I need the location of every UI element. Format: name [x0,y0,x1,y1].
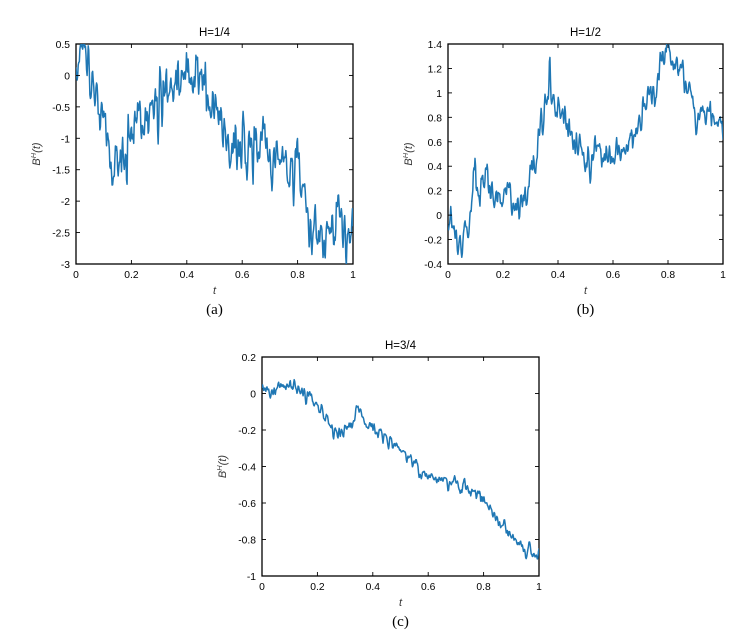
svg-text:0.4: 0.4 [366,582,381,593]
svg-text:0.8: 0.8 [428,113,443,124]
svg-text:1: 1 [720,270,726,281]
svg-text:0.8: 0.8 [290,270,305,281]
svg-text:0.4: 0.4 [180,270,195,281]
svg-text:-1.5: -1.5 [52,166,70,177]
svg-text:1.4: 1.4 [428,40,443,51]
svg-text:0.2: 0.2 [496,270,511,281]
svg-text:0.6: 0.6 [235,270,250,281]
svg-text:0.6: 0.6 [428,138,443,149]
svg-text:0.8: 0.8 [661,270,676,281]
svg-text:1.2: 1.2 [428,64,443,75]
svg-text:1: 1 [536,582,542,593]
svg-text:0: 0 [259,582,265,593]
svg-text:-1: -1 [247,572,256,583]
svg-text:H=3/4: H=3/4 [385,340,417,352]
svg-text:-0.2: -0.2 [424,236,442,247]
svg-text:(c): (c) [392,614,409,630]
svg-text:0.6: 0.6 [421,582,436,593]
svg-text:H=1/2: H=1/2 [570,27,601,39]
svg-text:0: 0 [64,71,70,82]
svg-text:0.8: 0.8 [476,582,491,593]
svg-text:-0.4: -0.4 [238,463,256,474]
svg-text:0: 0 [250,390,256,401]
svg-text:0: 0 [73,270,79,281]
svg-text:(a): (a) [206,302,223,318]
svg-text:1: 1 [350,270,356,281]
svg-text:0.5: 0.5 [56,40,71,51]
svg-text:-3: -3 [61,260,70,271]
svg-text:0.2: 0.2 [242,353,257,364]
svg-text:-0.4: -0.4 [424,260,442,271]
svg-text:0.2: 0.2 [310,582,325,593]
svg-text:0.6: 0.6 [606,270,621,281]
svg-text:-0.2: -0.2 [238,426,256,437]
svg-text:0.2: 0.2 [428,187,443,198]
svg-text:0.4: 0.4 [551,270,566,281]
svg-text:(b): (b) [577,302,595,318]
svg-text:0.4: 0.4 [428,162,443,173]
svg-text:1: 1 [436,89,442,100]
svg-text:H=1/4: H=1/4 [199,27,231,39]
svg-text:-2.5: -2.5 [52,229,70,240]
svg-text:0: 0 [436,211,442,222]
svg-text:-0.5: -0.5 [52,103,70,114]
svg-text:0: 0 [445,270,451,281]
svg-text:-0.6: -0.6 [238,499,256,510]
svg-text:-2: -2 [61,197,70,208]
svg-text:-1: -1 [61,134,70,145]
svg-text:-0.8: -0.8 [238,536,256,547]
svg-text:0.2: 0.2 [124,270,139,281]
